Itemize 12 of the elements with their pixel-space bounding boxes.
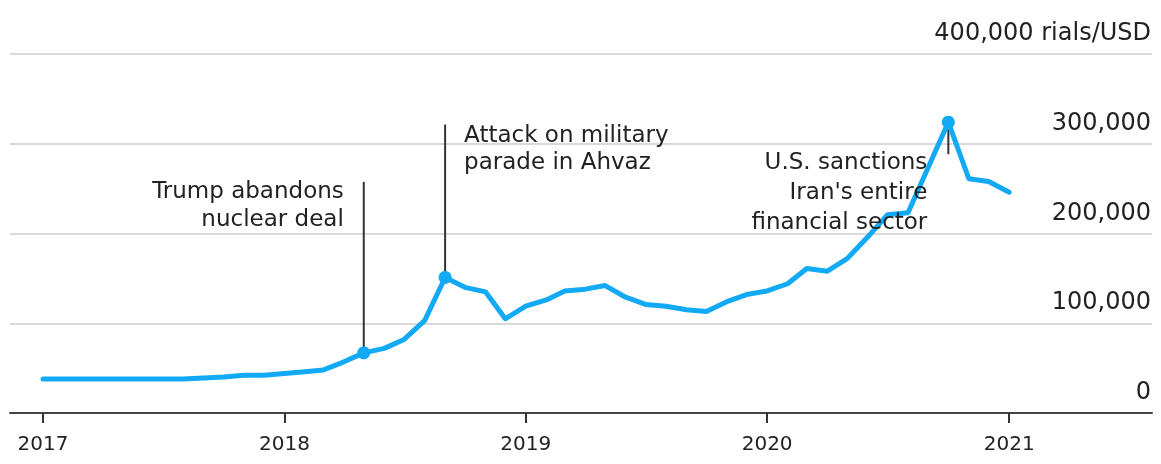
x-tick-label: 2021	[983, 431, 1035, 455]
annotation: Trump abandons nuclear deal	[151, 176, 344, 231]
y-tick-label: 400,000 rials/USD	[934, 18, 1151, 46]
y-tick-label: 200,000	[1051, 197, 1151, 226]
y-tick-label: 300,000	[1051, 107, 1151, 136]
x-tick-label: 2019	[500, 431, 552, 455]
y-tick-label: 0	[1135, 377, 1151, 405]
y-tick-label: 100,000	[1051, 287, 1151, 316]
annotation: Attack on military parade in Ahvaz	[464, 120, 669, 174]
x-tick-label: 2018	[258, 431, 310, 455]
x-tick-label: 2020	[741, 431, 793, 455]
x-tick-label: 2017	[17, 431, 69, 455]
